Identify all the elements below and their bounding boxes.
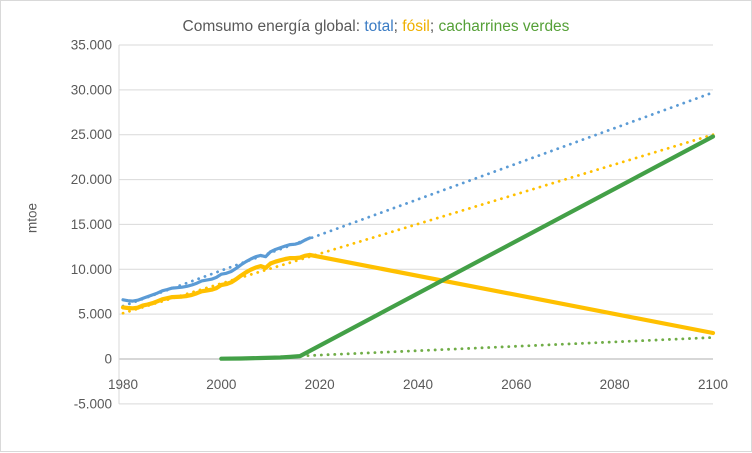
- x-tick-label: 2060: [501, 377, 531, 392]
- title-part-total: total: [364, 18, 394, 35]
- x-tick-label: 2000: [206, 377, 236, 392]
- x-tick-label: 1980: [108, 377, 138, 392]
- chart-title: Comsumo energía global: total; fósil; ca…: [1, 18, 751, 36]
- title-part-verdes: cacharrines verdes: [438, 18, 570, 35]
- title-part-separator: ;: [429, 18, 439, 35]
- x-tick-label: 2040: [403, 377, 433, 392]
- x-tick-label: 2080: [600, 377, 630, 392]
- series-line-total-historico: [121, 236, 312, 303]
- y-tick-label: 30.000: [71, 82, 112, 97]
- y-tick-label: -5.000: [74, 396, 112, 411]
- y-tick-label: 10.000: [71, 262, 112, 277]
- title-part-fosil: fósil: [402, 18, 430, 35]
- series-line-fosil-tendencia: [121, 133, 715, 315]
- y-tick-label: 5.000: [78, 307, 112, 322]
- title-part-static: Comsumo energía global:: [182, 18, 365, 35]
- title-part-separator: ;: [393, 18, 403, 35]
- x-tick-label: 2100: [698, 377, 728, 392]
- y-tick-label: 20.000: [71, 172, 112, 187]
- y-tick-label: 0: [104, 352, 112, 367]
- x-tick-label: 2020: [305, 377, 335, 392]
- series-line-verdes: [219, 134, 716, 361]
- series-line-fosil: [120, 252, 716, 336]
- y-tick-label: 15.000: [71, 217, 112, 232]
- y-tick-label: 25.000: [71, 127, 112, 142]
- series-line-total-tendencia: [121, 91, 715, 308]
- y-tick-label: 35.000: [71, 38, 112, 53]
